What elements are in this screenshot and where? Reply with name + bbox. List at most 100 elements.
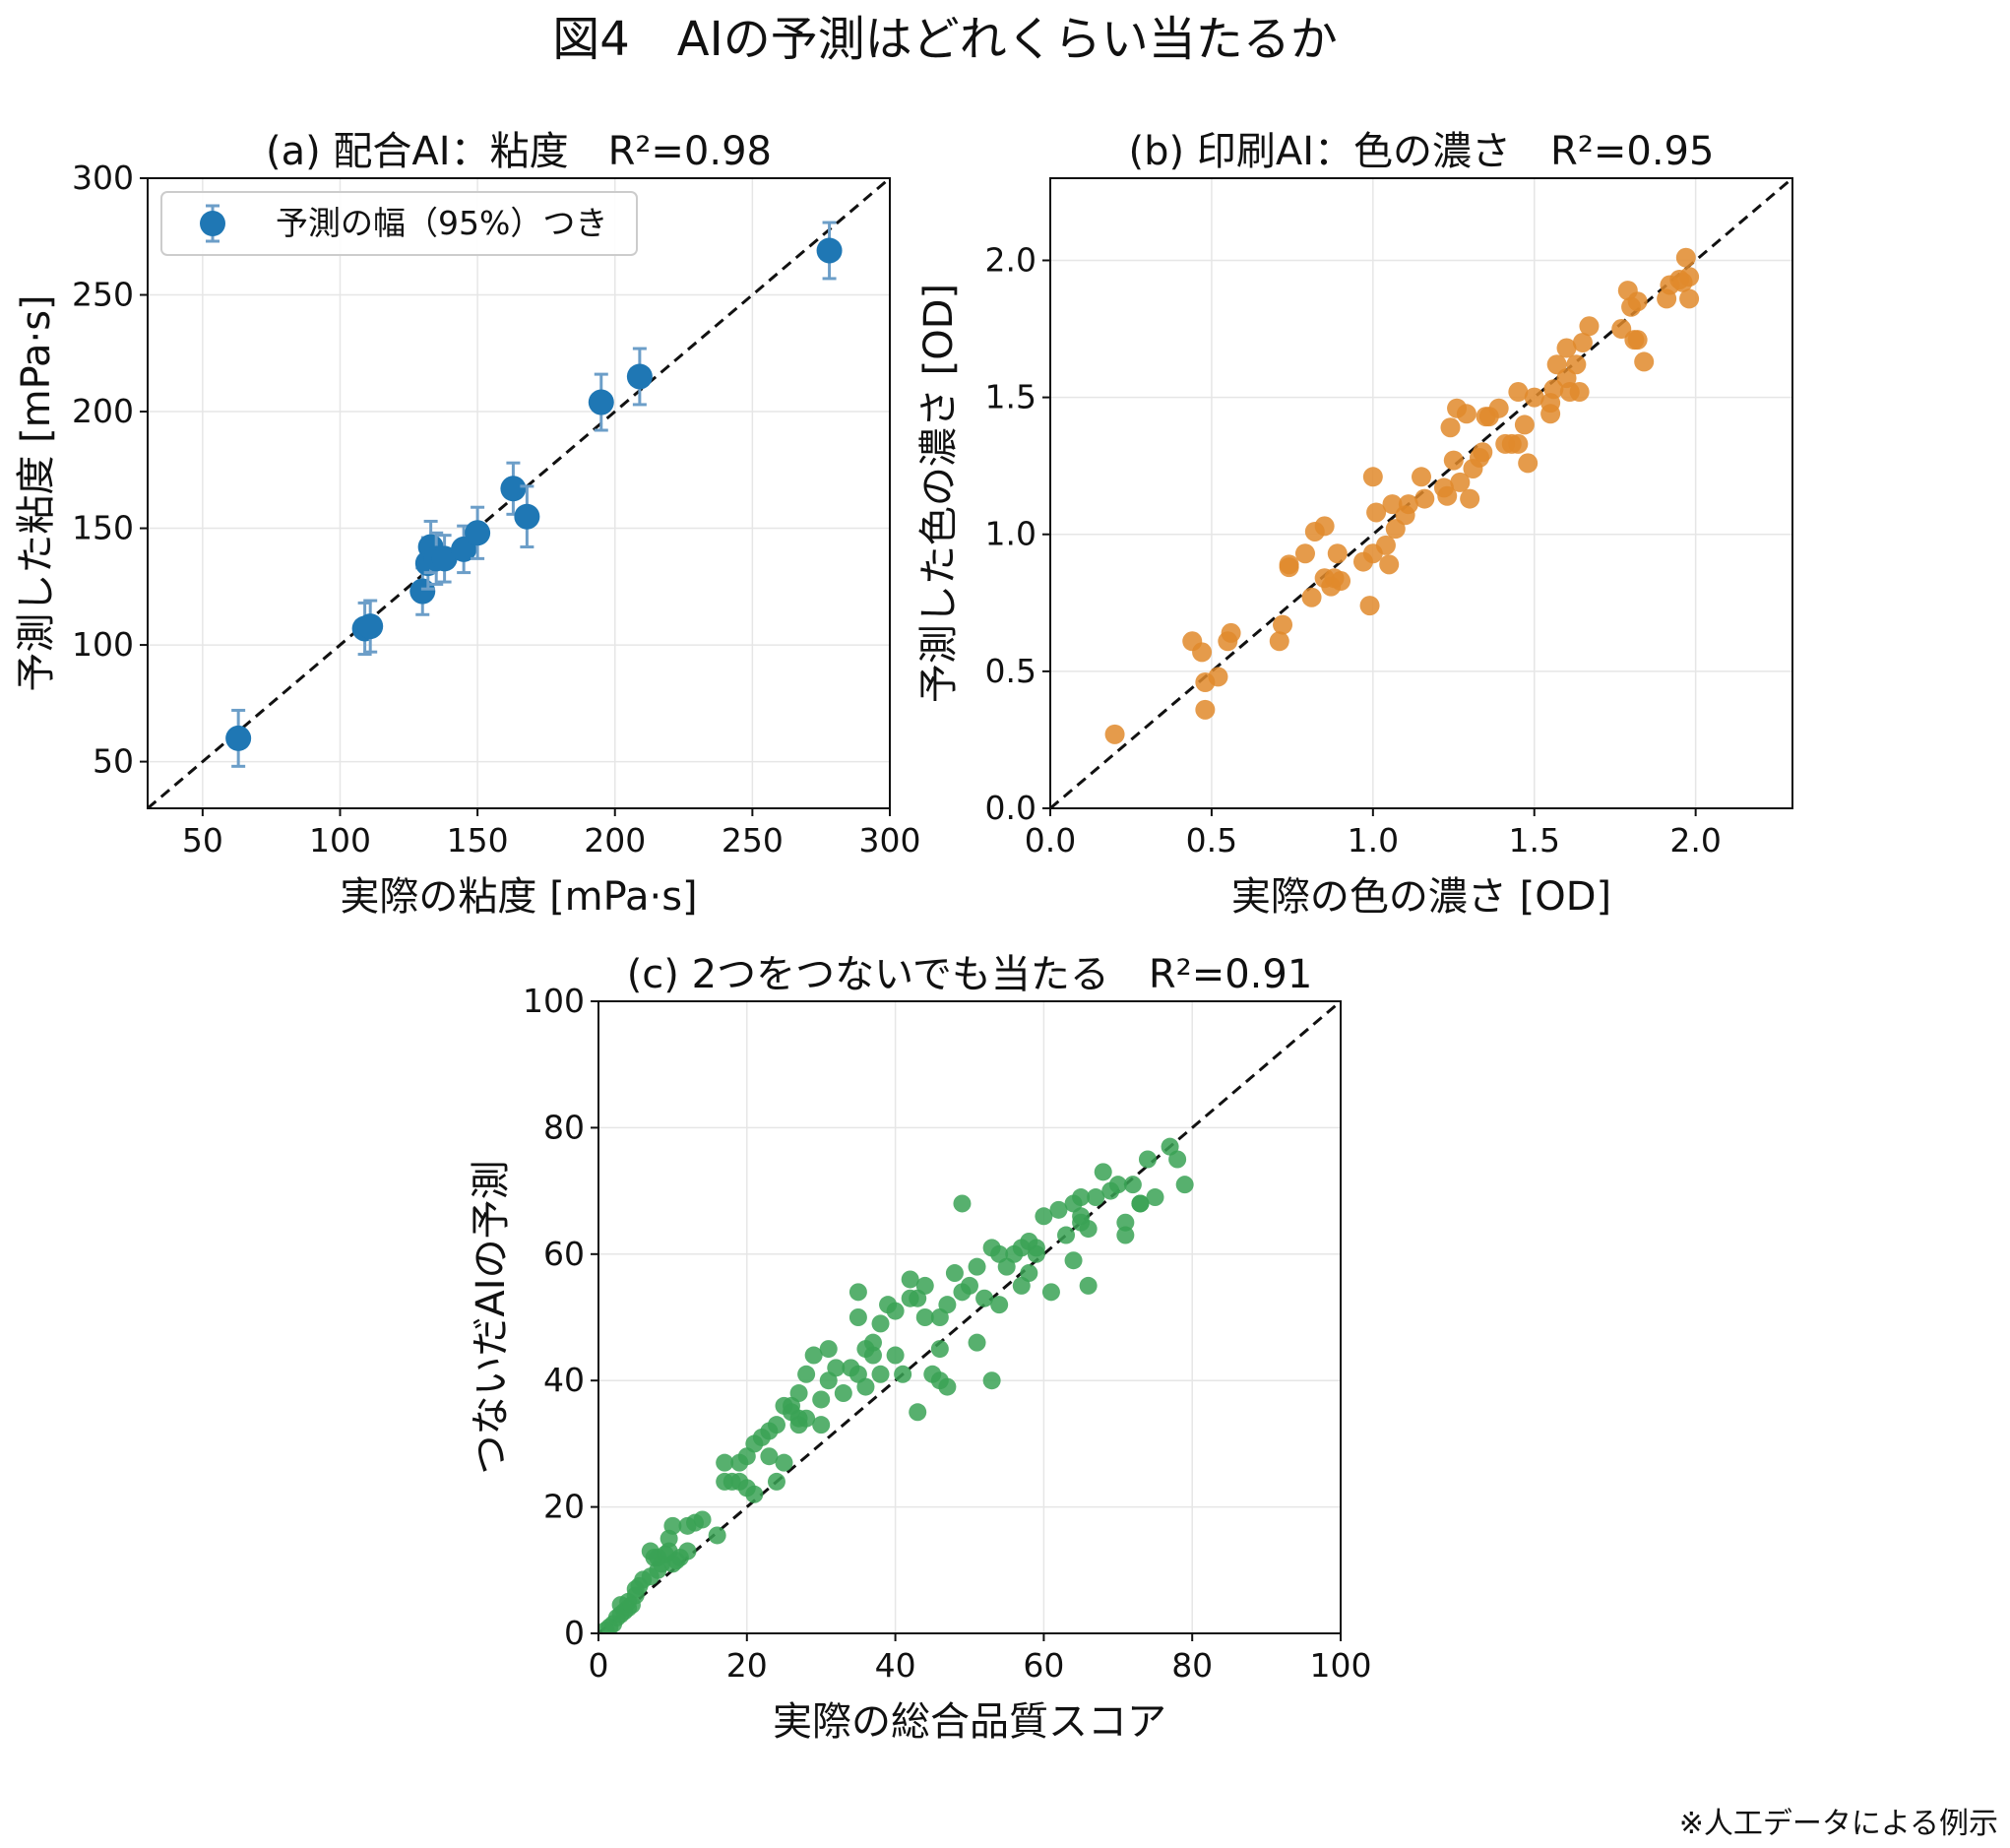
data-point — [901, 1270, 919, 1289]
y-axis-label: 予測した色の濃さ [OD] — [916, 284, 962, 703]
x-tick-label: 0 — [589, 1646, 609, 1685]
data-point — [760, 1447, 779, 1466]
data-point — [812, 1416, 831, 1434]
data-point — [886, 1346, 905, 1365]
panel-c-chart: 0 20 40 60 80 100 0 20 40 60 80 100 (c) 2つをつないでも当たる … — [469, 952, 1372, 1745]
x-tick-label: 300 — [859, 821, 921, 860]
data-point — [848, 1283, 867, 1302]
data-point — [1057, 1226, 1076, 1244]
data-point — [1094, 1163, 1112, 1181]
data-point — [804, 1346, 823, 1365]
data-point — [1269, 631, 1289, 652]
data-point — [588, 389, 614, 415]
data-point — [1123, 1176, 1142, 1194]
data-point — [1460, 488, 1480, 509]
data-point — [1146, 1188, 1164, 1207]
data-point — [1398, 494, 1418, 515]
data-point — [797, 1365, 816, 1383]
data-point — [1414, 488, 1435, 509]
data-point — [225, 725, 252, 751]
data-point — [1362, 467, 1383, 487]
data-point — [1168, 1150, 1187, 1169]
data-point — [975, 1289, 994, 1307]
data-point — [1079, 1220, 1098, 1239]
data-point — [1175, 1176, 1194, 1194]
y-tick-label: 1.5 — [985, 378, 1036, 416]
y-tick-label: 0.5 — [985, 652, 1036, 690]
data-point — [1508, 382, 1529, 403]
data-point — [1221, 622, 1241, 643]
data-point — [1440, 417, 1461, 438]
y-tick-label: 200 — [72, 392, 134, 430]
data-point — [856, 1377, 875, 1396]
data-point — [1675, 247, 1696, 268]
data-point — [708, 1526, 726, 1545]
data-point — [915, 1308, 934, 1326]
y-tick-label: 40 — [543, 1361, 585, 1399]
y-tick-label: 100 — [523, 982, 585, 1020]
axes-frame — [147, 177, 891, 809]
data-point — [1020, 1264, 1038, 1283]
data-point — [1443, 450, 1464, 471]
x-tick-label: 60 — [1023, 1646, 1064, 1685]
x-tick-label: 250 — [722, 821, 784, 860]
y-tick-label: 2.0 — [985, 240, 1036, 279]
data-point — [1382, 494, 1403, 515]
x-tick-label: 0.0 — [1025, 821, 1076, 860]
data-point — [1041, 1283, 1060, 1302]
data-point — [465, 520, 491, 546]
data-point — [678, 1542, 697, 1561]
data-point — [1027, 1244, 1045, 1263]
y-tick-label: 50 — [93, 742, 134, 781]
data-point — [1131, 1194, 1150, 1213]
x-tick-label: 200 — [584, 821, 646, 860]
plot-area — [148, 178, 890, 808]
plot-area — [598, 1001, 1341, 1633]
axes-frame — [1049, 177, 1793, 809]
data-point — [1634, 351, 1655, 372]
y-tick-label: 1.0 — [985, 515, 1036, 553]
panel-a-chart: 50 100 150 200 250 300 50 100 150 200 250 300 (a) 配合… — [14, 129, 921, 920]
data-point — [1379, 554, 1400, 575]
x-tick-label: 150 — [447, 821, 509, 860]
y-tick-label: 150 — [72, 509, 134, 547]
data-point — [514, 503, 540, 530]
x-axis-label: 実際の粘度 [mPa·s] — [340, 874, 697, 920]
data-point — [1450, 472, 1471, 492]
data-point — [961, 1276, 978, 1295]
data-point — [953, 1194, 972, 1213]
data-point — [1473, 442, 1493, 463]
data-point — [1208, 667, 1228, 687]
data-point — [1569, 382, 1590, 403]
data-point — [968, 1257, 986, 1276]
legend-label: 予測の幅（95%）つき — [276, 204, 607, 242]
data-point — [1518, 453, 1539, 474]
y-tick-label: 250 — [72, 276, 134, 314]
identity-line — [598, 1001, 1341, 1633]
y-tick-label: 100 — [72, 625, 134, 664]
data-point — [1087, 1188, 1105, 1207]
data-point — [1327, 543, 1348, 564]
x-tick-label: 20 — [726, 1646, 768, 1685]
data-point — [827, 1359, 846, 1377]
data-point — [930, 1340, 949, 1359]
data-point — [1456, 404, 1476, 424]
data-point — [1366, 502, 1387, 523]
x-tick-label: 1.5 — [1508, 821, 1559, 860]
x-tick-label: 40 — [875, 1646, 916, 1685]
data-point — [500, 476, 527, 502]
data-point — [990, 1296, 1009, 1314]
data-point — [945, 1264, 964, 1283]
plot-area — [1050, 178, 1792, 808]
x-tick-label: 2.0 — [1669, 821, 1721, 860]
data-point — [357, 613, 384, 640]
data-point — [1192, 642, 1213, 663]
data-point — [894, 1365, 912, 1383]
data-point — [431, 545, 458, 572]
data-point — [1116, 1213, 1135, 1232]
data-point — [915, 1276, 934, 1295]
data-point — [1079, 1276, 1098, 1295]
panel-title: (b) 印刷AI：色の濃さ R²=0.95 — [1129, 129, 1715, 174]
y-tick-label: 300 — [72, 159, 134, 197]
